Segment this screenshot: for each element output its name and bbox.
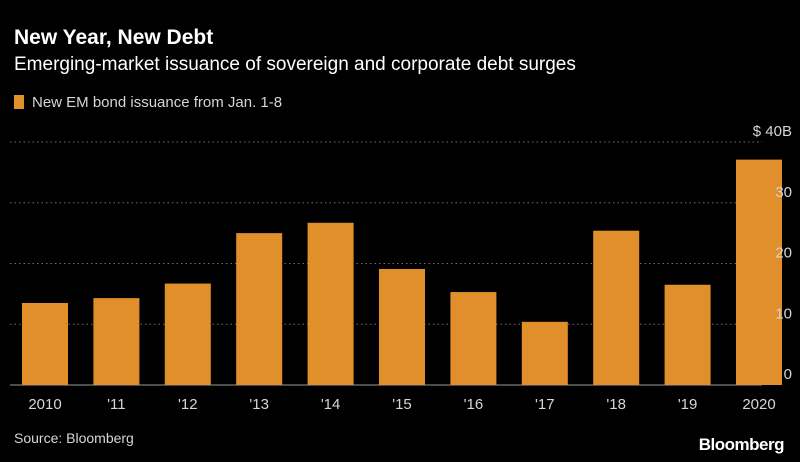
- bar: [307, 222, 354, 385]
- x-tick-label: 2020: [742, 396, 775, 413]
- y-tick-label: 0: [784, 366, 792, 383]
- y-tick-label: 30: [775, 184, 792, 201]
- legend: New EM bond issuance from Jan. 1-8: [14, 93, 282, 111]
- x-tick-label: '17: [535, 396, 555, 413]
- x-tick-label: '11: [107, 396, 125, 413]
- bar: [736, 159, 782, 385]
- bar: [236, 233, 283, 385]
- bar: [450, 292, 497, 385]
- bar: [93, 298, 140, 385]
- x-tick-label: '15: [392, 396, 412, 413]
- x-axis-tick-labels: 2010 '11 '12 '13 '14 '15 '16 '17 '18 '19 2020: [28, 396, 775, 413]
- bar: [521, 321, 568, 385]
- legend-swatch: [14, 95, 24, 109]
- x-tick-label: '12: [178, 396, 198, 413]
- legend-label: New EM bond issuance from Jan. 1-8: [32, 93, 283, 111]
- y-tick-label: 20: [775, 245, 792, 262]
- bar: [593, 230, 640, 385]
- chart-title: New Year, New Debt: [14, 26, 214, 49]
- x-tick-label: '19: [678, 396, 698, 413]
- y-tick-label: 10: [775, 305, 792, 322]
- y-tick-label: $ 40B: [753, 123, 792, 140]
- bloomberg-logo: Bloomberg: [698, 435, 785, 454]
- x-tick-label: '13: [249, 396, 269, 413]
- y-axis-tick-labels: 0 10 20 30 $ 40B: [753, 123, 792, 383]
- x-tick-label: 2010: [28, 396, 61, 413]
- source-note: Source: Bloomberg: [14, 430, 134, 446]
- bar: [379, 268, 425, 385]
- bar: [664, 284, 711, 385]
- bar: [164, 283, 211, 385]
- x-tick-label: '14: [321, 396, 341, 413]
- chart-subtitle: Emerging-market issuance of sovereign an…: [14, 54, 576, 75]
- bars: [22, 159, 782, 385]
- x-tick-label: '18: [606, 396, 626, 413]
- bar: [22, 302, 68, 385]
- x-tick-label: '16: [464, 396, 484, 413]
